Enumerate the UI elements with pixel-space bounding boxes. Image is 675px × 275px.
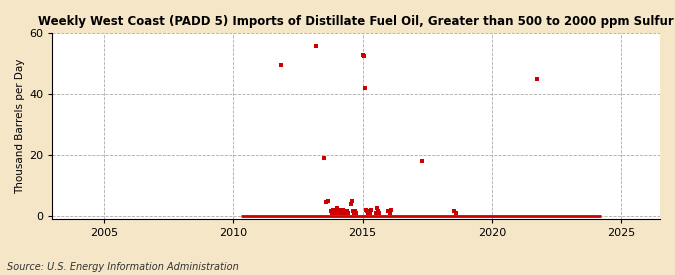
Point — [331, 211, 342, 215]
Point — [385, 208, 396, 212]
Point — [363, 211, 374, 215]
Title: Weekly West Coast (PADD 5) Imports of Distillate Fuel Oil, Greater than 500 to 2: Weekly West Coast (PADD 5) Imports of Di… — [38, 15, 674, 28]
Point — [373, 209, 383, 214]
Point — [334, 211, 345, 215]
Point — [335, 208, 346, 212]
Point — [328, 208, 339, 212]
Point — [357, 53, 368, 57]
Point — [351, 211, 362, 215]
Point — [330, 211, 341, 215]
Text: Source: U.S. Energy Information Administration: Source: U.S. Energy Information Administ… — [7, 262, 238, 272]
Point — [450, 211, 461, 215]
Point — [384, 211, 395, 215]
Point — [321, 200, 332, 204]
Point — [342, 211, 353, 215]
Point — [532, 77, 543, 81]
Point — [416, 159, 427, 163]
Point — [332, 206, 343, 211]
Point — [366, 208, 377, 212]
Point — [338, 208, 349, 212]
Point — [319, 156, 329, 160]
Point — [374, 211, 385, 215]
Point — [360, 86, 371, 90]
Point — [310, 43, 321, 48]
Point — [364, 209, 375, 214]
Point — [329, 209, 340, 214]
Point — [370, 211, 381, 215]
Point — [333, 209, 344, 214]
Point — [350, 209, 360, 214]
Point — [365, 211, 376, 215]
Point — [348, 209, 358, 214]
Point — [339, 209, 350, 214]
Point — [383, 209, 394, 214]
Point — [323, 199, 333, 203]
Point — [325, 209, 336, 214]
Point — [349, 211, 360, 215]
Point — [347, 199, 358, 203]
Y-axis label: Thousand Barrels per Day: Thousand Barrels per Day — [15, 59, 25, 194]
Point — [276, 63, 287, 67]
Point — [341, 209, 352, 214]
Point — [327, 211, 338, 215]
Point — [372, 206, 383, 211]
Point — [362, 209, 373, 214]
Point — [340, 211, 351, 215]
Point — [336, 209, 347, 214]
Point — [361, 208, 372, 212]
Point — [337, 211, 348, 215]
Point — [449, 209, 460, 214]
Point — [346, 202, 356, 206]
Point — [358, 54, 369, 58]
